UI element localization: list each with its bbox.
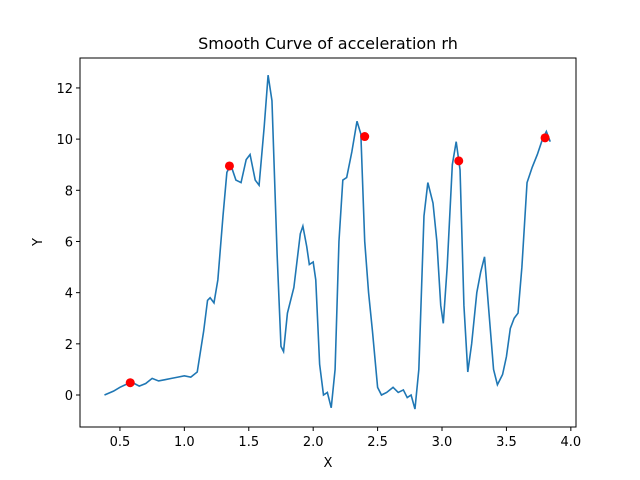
y-axis-label: Y bbox=[31, 238, 46, 247]
data-point bbox=[224, 161, 234, 171]
x-tick-label: 3.5 bbox=[496, 435, 517, 450]
data-point bbox=[540, 133, 550, 143]
x-tick-label: 1.0 bbox=[174, 435, 195, 450]
data-point bbox=[125, 378, 135, 388]
x-axis-label: X bbox=[324, 456, 333, 471]
y-tick-label: 0 bbox=[65, 389, 73, 404]
y-tick-label: 12 bbox=[56, 82, 73, 97]
x-tick-label: 0.5 bbox=[110, 435, 131, 450]
y-tick-label: 6 bbox=[65, 235, 73, 250]
y-tick-label: 8 bbox=[65, 184, 73, 199]
data-point bbox=[360, 132, 370, 142]
x-tick-label: 2.5 bbox=[367, 435, 388, 450]
x-tick-label: 4.0 bbox=[561, 435, 582, 450]
y-tick-label: 4 bbox=[65, 287, 73, 302]
data-point bbox=[454, 156, 464, 166]
y-tick-label: 2 bbox=[65, 338, 73, 353]
x-tick-label: 2.0 bbox=[303, 435, 324, 450]
x-tick-label: 1.5 bbox=[238, 435, 259, 450]
chart-title: Smooth Curve of acceleration rh bbox=[198, 34, 458, 53]
plot-frame bbox=[79, 57, 577, 428]
y-tick-label: 10 bbox=[56, 133, 73, 148]
x-tick-label: 3.0 bbox=[432, 435, 453, 450]
data-line bbox=[104, 75, 551, 410]
